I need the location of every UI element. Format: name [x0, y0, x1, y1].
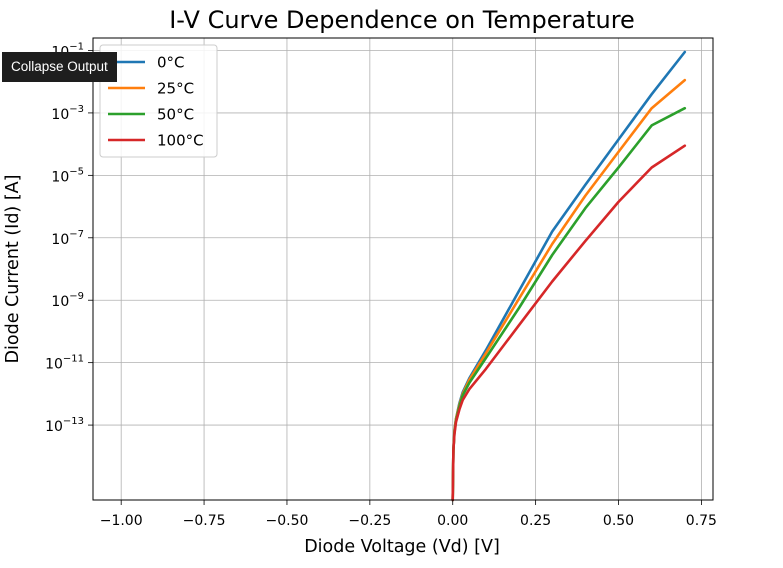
y-tick-label: 10−3	[51, 104, 84, 123]
legend: 0°C 25°C 50°C 100°C	[99, 44, 218, 158]
legend-box	[99, 44, 218, 158]
series-line-0	[451, 50, 687, 502]
x-axis-label: Diode Voltage (Vd) [V]	[304, 537, 500, 557]
series-group	[451, 50, 687, 502]
x-tick-label: −0.50	[266, 513, 309, 529]
plot-frame	[92, 37, 714, 501]
x-tick-label: 0.50	[603, 513, 634, 529]
legend-label: 100°C	[157, 132, 204, 150]
series-line-3	[451, 144, 687, 502]
y-tick-label: 10−13	[45, 416, 84, 435]
y-tick-label: 10−9	[51, 291, 84, 310]
series-line-1	[451, 78, 687, 502]
legend-label: 0°C	[157, 54, 185, 72]
legend-label: 50°C	[157, 106, 194, 124]
y-tick-label: 10−7	[51, 229, 84, 248]
y-tick-label: 10−11	[45, 354, 84, 373]
x-tick-label: 0.00	[437, 513, 468, 529]
x-tick-label: −0.75	[183, 513, 226, 529]
x-axis-ticks: −1.00 −0.75 −0.50 −0.25 0.00 0.25 0.50 0.75	[100, 500, 717, 529]
x-tick-label: −1.00	[100, 513, 143, 529]
x-tick-label: 0.75	[686, 513, 717, 529]
chart-title: I-V Curve Dependence on Temperature	[169, 6, 635, 34]
series-line-2	[451, 106, 687, 502]
y-tick-label: 10−5	[51, 166, 84, 185]
x-tick-label: 0.25	[520, 513, 551, 529]
y-axis-label: Diode Current (Id) [A]	[3, 175, 23, 364]
collapse-output-button[interactable]: Collapse Output	[2, 52, 117, 82]
x-tick-label: −0.25	[348, 513, 391, 529]
legend-label: 25°C	[157, 80, 194, 98]
